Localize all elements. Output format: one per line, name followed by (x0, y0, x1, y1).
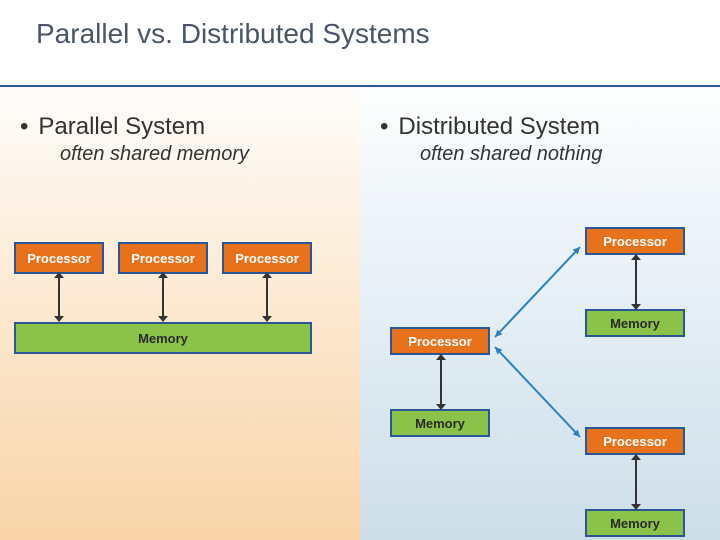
page-title: Parallel vs. Distributed Systems (0, 0, 720, 50)
parallel-memory: Memory (14, 322, 312, 354)
distributed-subheading: often shared nothing (360, 141, 720, 166)
panels-container: Parallel System often shared memory Proc… (0, 87, 720, 540)
parallel-processor-0: Processor (14, 242, 104, 274)
distributed-net-arrow-1 (495, 347, 580, 437)
distributed-memory-2: Memory (585, 509, 685, 537)
panel-distributed: Distributed System often shared nothing … (360, 87, 720, 540)
panel-parallel: Parallel System often shared memory Proc… (0, 87, 360, 540)
distributed-v-arrow-0 (440, 359, 442, 405)
parallel-processor-2: Processor (222, 242, 312, 274)
distributed-v-arrow-1 (635, 259, 637, 305)
parallel-processor-1: Processor (118, 242, 208, 274)
parallel-arrow-1 (162, 277, 164, 317)
distributed-processor-1: Processor (585, 227, 685, 255)
distributed-processor-0: Processor (390, 327, 490, 355)
distributed-heading: Distributed System (360, 87, 720, 141)
distributed-processor-2: Processor (585, 427, 685, 455)
distributed-memory-0: Memory (390, 409, 490, 437)
parallel-heading: Parallel System (0, 87, 360, 141)
distributed-memory-1: Memory (585, 309, 685, 337)
parallel-subheading: often shared memory (0, 141, 360, 166)
distributed-net-arrow-0 (495, 247, 580, 337)
parallel-arrow-0 (58, 277, 60, 317)
distributed-v-arrow-2 (635, 459, 637, 505)
parallel-arrow-2 (266, 277, 268, 317)
